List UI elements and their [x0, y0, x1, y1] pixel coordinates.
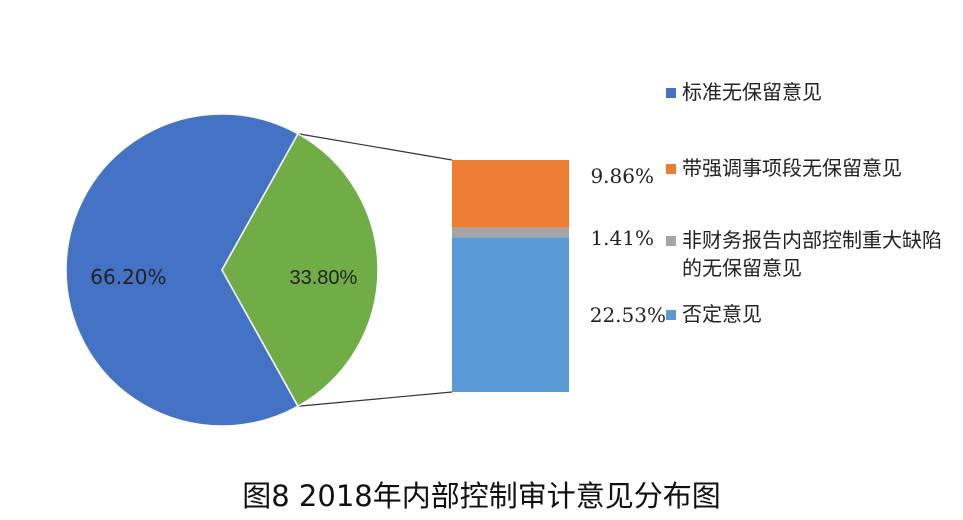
pie-slice-other [221, 132, 379, 408]
legend-item-emphasis: 带强调事项段无保留意见 [666, 154, 902, 182]
pie-label-unqualified: 66.20% [90, 265, 166, 289]
legend-swatch [666, 88, 676, 98]
bar-value-label-emphasis: 9.86% [590, 164, 654, 188]
bar-segment-adverse [452, 237, 569, 392]
pie-slice-unqualified [65, 113, 300, 427]
legend-label: 非财务报告内部控制重大缺陷的无保留意见 [682, 228, 942, 280]
connector-line-top [297, 133, 453, 161]
legend-label: 标准无保留意见 [682, 80, 822, 104]
pie-chart [65, 113, 379, 427]
legend-swatch [666, 310, 676, 320]
figure-caption: 图8 2018年内部控制审计意见分布图 [242, 479, 721, 513]
pie-label-other: 33.80% [289, 267, 357, 289]
legend-item-unqualified: 标准无保留意见 [666, 78, 822, 106]
bar-of-pie-chart: 66.20% 33.80% [65, 113, 569, 427]
pie-labels: 66.20% 33.80% [90, 265, 357, 289]
legend-swatch [666, 164, 676, 174]
legend-swatch [666, 236, 676, 246]
legend-label: 否定意见 [682, 302, 762, 326]
bar-value-label-material-weakness: 1.41% [590, 226, 654, 250]
connector-line-bottom [297, 391, 453, 407]
legend-label: 带强调事项段无保留意见 [682, 156, 902, 180]
legend-item-material-weakness: 非财务报告内部控制重大缺陷的无保留意见 [666, 226, 956, 282]
connector-lines [297, 133, 453, 407]
stacked-bar [452, 160, 569, 392]
legend-item-adverse: 否定意见 [666, 300, 762, 328]
bar-value-label-adverse: 22.53% [589, 303, 666, 327]
bar-segment-emphasis [452, 160, 569, 228]
bar-segment-material-weakness [452, 227, 569, 238]
